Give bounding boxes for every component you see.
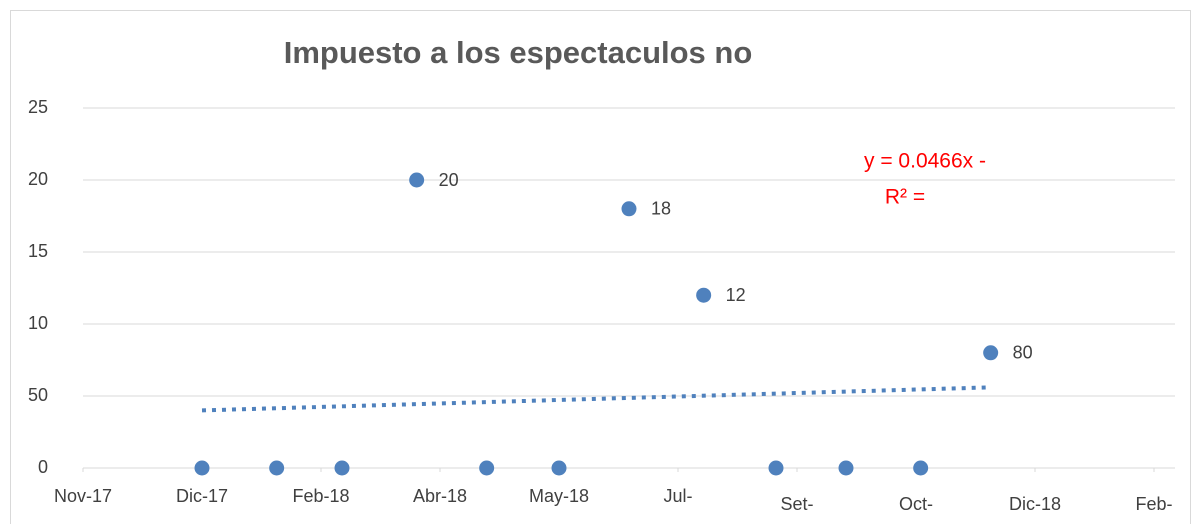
y-tick-label: 20	[28, 169, 48, 189]
x-tick-label: Feb-	[1135, 494, 1172, 514]
y-tick-label: 25	[28, 97, 48, 117]
data-label: 18	[651, 199, 671, 219]
x-tick-label: May-18	[529, 486, 589, 506]
point	[479, 460, 495, 476]
point	[409, 172, 425, 188]
point	[551, 460, 567, 476]
x-tick-label: Set-	[780, 494, 813, 514]
point	[913, 460, 929, 476]
trendline-equation: y = 0.0466x -	[864, 150, 986, 173]
x-tick-label: Dic-17	[176, 486, 228, 506]
point	[983, 345, 999, 361]
trendline	[201, 385, 991, 413]
x-tick-label: Jul-	[663, 486, 692, 506]
y-tick-label: 10	[28, 313, 48, 333]
x-tick-label: Abr-18	[413, 486, 467, 506]
x-tick-label: Oct-	[899, 494, 933, 514]
point	[621, 201, 637, 217]
chart-border	[10, 10, 1191, 529]
y-tick-label: 0	[38, 457, 48, 477]
point	[768, 460, 784, 476]
chart-title: Impuesto a los espectaculos no	[284, 35, 753, 70]
y-tick-label: 50	[28, 385, 48, 405]
point	[838, 460, 854, 476]
data-label: 80	[1013, 343, 1033, 363]
y-tick-label: 15	[28, 241, 48, 261]
point	[269, 460, 285, 476]
point	[334, 460, 350, 476]
point	[194, 460, 210, 476]
x-tick-label: Dic-18	[1009, 494, 1061, 514]
data-label: 12	[726, 285, 746, 305]
trendline-equation: R² =	[885, 186, 925, 209]
data-label: 20	[439, 170, 459, 190]
x-tick-label: Nov-17	[54, 486, 112, 506]
x-tick-label: Feb-18	[292, 486, 349, 506]
point	[696, 287, 712, 303]
